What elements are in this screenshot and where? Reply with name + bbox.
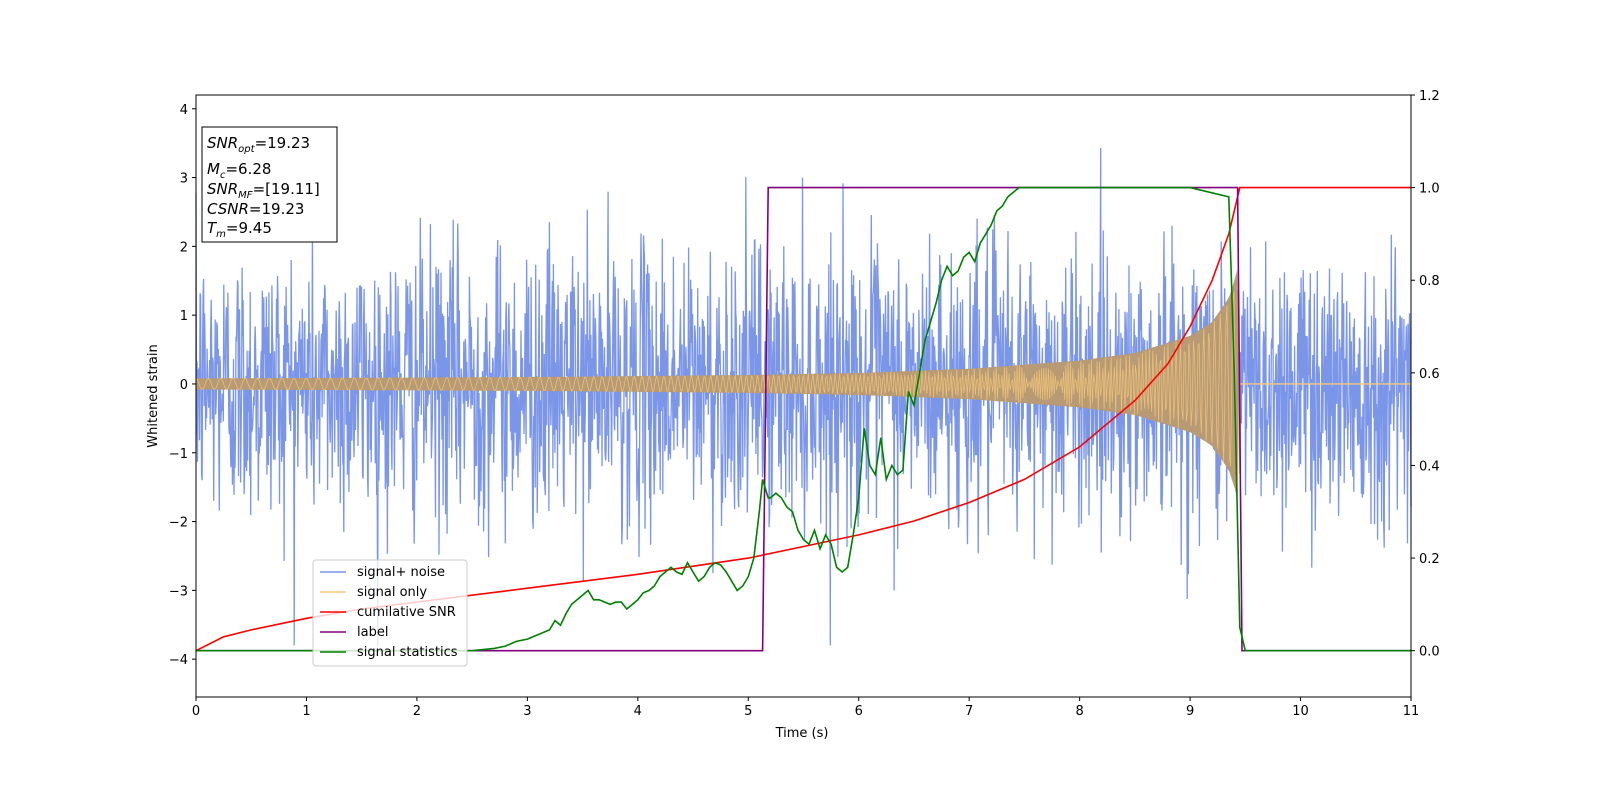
info-mc: Mc=6.28 (207, 160, 271, 181)
x-tick-label: 5 (744, 704, 752, 719)
x-tick-label: 1 (302, 704, 310, 719)
y2-tick-label: 0.6 (1419, 367, 1440, 382)
x-tick-label: 10 (1292, 704, 1309, 719)
series-signal-statistics (196, 186, 1411, 652)
info-box-frame (201, 126, 338, 243)
y-tick-label: −4 (169, 653, 188, 668)
x-axis: 0 1 2 3 4 5 6 7 8 9 10 11 (192, 697, 1419, 719)
y2-tick-label: 1.2 (1419, 89, 1440, 104)
y-tick-label: 2 (180, 240, 188, 255)
y-tick-label: −3 (169, 584, 188, 599)
x-tick-label: 4 (634, 704, 642, 719)
y2-tick-label: 0.2 (1419, 552, 1440, 567)
y-tick-label: 0 (180, 378, 188, 393)
legend-label-cumulative-snr: cumilative SNR (357, 605, 456, 620)
x-tick-label: 2 (413, 704, 421, 719)
legend-frame (312, 559, 468, 667)
y2-tick-label: 0.0 (1419, 645, 1440, 660)
x-axis-title: Time (s) (775, 726, 829, 741)
series-signal-only-fill (196, 269, 1240, 499)
x-tick-label: 6 (855, 704, 863, 719)
info-tm: Tm=9.45 (207, 219, 272, 240)
info-box: SNRopt=19.23 Mc=6.28 SNRMF=[19.11] CSNR=… (201, 126, 338, 243)
x-tick-label: 0 (192, 704, 200, 719)
x-tick-label: 3 (523, 704, 531, 719)
y2-tick-label: 0.8 (1419, 274, 1440, 289)
legend: signal+ noise signal only cumilative SNR… (312, 559, 468, 667)
y-tick-label: −1 (169, 447, 188, 462)
x-tick-label: 11 (1403, 704, 1420, 719)
series-signal-only (195, 291, 1241, 496)
y2-tick-label: 1.0 (1419, 182, 1440, 197)
legend-label-signal-only: signal only (357, 585, 427, 600)
info-snr-opt: SNRopt=19.23 (207, 134, 310, 155)
y-axis-left: 4 3 2 1 0 −1 −2 −3 −4 (169, 103, 196, 668)
info-snr-mf: SNRMF=[19.11] (207, 180, 320, 201)
x-tick-label: 9 (1186, 704, 1194, 719)
y-tick-label: 1 (180, 309, 188, 324)
legend-label-signal-statistics: signal statistics (357, 645, 458, 660)
plot-frame (195, 94, 1412, 698)
legend-label-signal-noise: signal+ noise (357, 565, 445, 580)
y-tick-label: −2 (169, 516, 188, 531)
legend-label-label: label (357, 625, 388, 640)
info-csnr: CSNR=19.23 (207, 200, 304, 218)
y-axis-right: 1.2 1.0 0.8 0.6 0.4 0.2 0.0 (1411, 89, 1440, 660)
y2-tick-label: 0.4 (1419, 459, 1440, 474)
x-tick-label: 7 (965, 704, 973, 719)
y-axis-title: Whitened strain (146, 344, 161, 447)
y-tick-label: 3 (180, 172, 188, 187)
x-tick-label: 8 (1075, 704, 1083, 719)
y-tick-label: 4 (180, 103, 188, 118)
